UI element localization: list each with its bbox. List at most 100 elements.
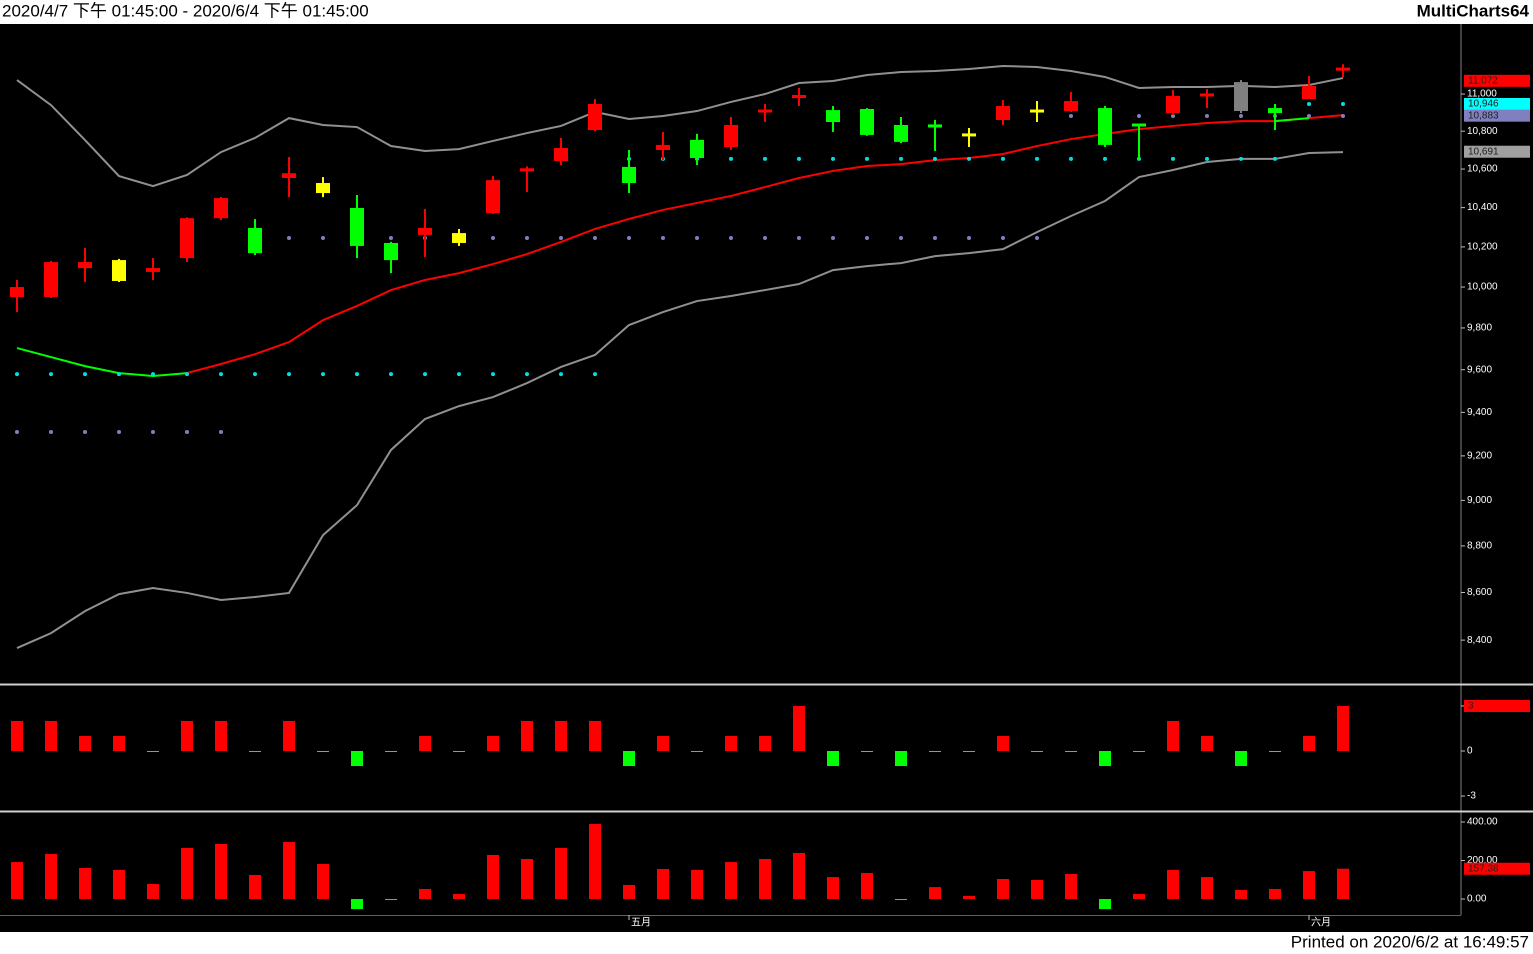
bar — [963, 895, 975, 900]
bar — [249, 874, 261, 900]
level-dot — [865, 156, 869, 161]
level-dot — [457, 372, 461, 377]
level-dot — [49, 372, 53, 377]
level-dot — [253, 372, 257, 377]
level-dot — [1205, 156, 1209, 161]
price-marker — [1464, 699, 1530, 712]
price-marker-label: 10,883 — [1468, 110, 1499, 121]
level-dot — [1307, 114, 1311, 119]
bar — [691, 751, 703, 753]
level-dot — [695, 236, 699, 241]
bar — [521, 720, 533, 752]
y-tick-label: -3 — [1467, 791, 1476, 802]
bar — [11, 720, 23, 752]
candle-body — [282, 173, 296, 179]
price-marker — [1464, 862, 1530, 875]
bar — [759, 858, 771, 900]
level-dot — [491, 236, 495, 241]
candle-body — [758, 109, 772, 113]
candle-body — [350, 207, 364, 246]
y-tick-label: 0.00 — [1467, 894, 1487, 905]
level-dot — [763, 156, 767, 161]
y-tick-label: 200.00 — [1467, 855, 1498, 866]
bar — [1235, 889, 1247, 900]
level-dot — [1035, 156, 1039, 161]
bar — [657, 735, 669, 752]
candle-body — [1132, 123, 1146, 127]
level-dot — [1069, 114, 1073, 119]
candle-body — [1336, 67, 1350, 71]
bar — [351, 899, 363, 910]
bar — [997, 735, 1009, 752]
candle-body — [690, 139, 704, 158]
candle-body — [894, 125, 908, 142]
level-dot — [559, 372, 563, 377]
candle-body — [1098, 108, 1112, 145]
candle-body — [996, 106, 1010, 120]
y-tick-label: 9,200 — [1467, 451, 1492, 462]
level-dot — [1171, 156, 1175, 161]
overlay-line — [16, 151, 1344, 650]
candle-body — [1268, 108, 1282, 114]
y-tick-label: 10,400 — [1467, 202, 1498, 213]
bar — [79, 868, 91, 900]
y-tick-label: 9,800 — [1467, 323, 1492, 334]
level-dot — [1341, 101, 1345, 106]
bar — [11, 862, 23, 900]
bar — [1337, 705, 1349, 752]
level-dot — [1103, 156, 1107, 161]
candle-body — [146, 268, 160, 272]
level-dot — [593, 372, 597, 377]
bar — [1133, 894, 1145, 900]
bar — [589, 823, 601, 900]
bar — [181, 848, 193, 900]
level-dot — [1069, 156, 1073, 161]
bar — [1303, 871, 1315, 900]
bar — [317, 751, 329, 753]
level-dot — [389, 372, 393, 377]
bar — [793, 705, 805, 752]
price-marker — [1464, 109, 1530, 122]
y-tick-label: 10,800 — [1467, 126, 1498, 137]
price-marker-label: 11,072 — [1468, 75, 1498, 86]
level-dot — [1239, 156, 1243, 161]
candle-body — [792, 94, 806, 99]
price-marker — [1464, 74, 1530, 87]
candle-body — [112, 260, 126, 281]
level-dot — [559, 236, 563, 241]
level-dot — [1239, 114, 1243, 119]
candle-body — [1302, 85, 1316, 99]
bar — [113, 735, 125, 752]
y-tick-label: 8,800 — [1467, 541, 1492, 552]
y-tick-label: 10,600 — [1467, 164, 1498, 175]
level-dot — [831, 236, 835, 241]
level-dot — [661, 236, 665, 241]
candle-body — [452, 233, 466, 243]
bar — [1201, 735, 1213, 752]
candle-body — [622, 166, 636, 184]
bar — [963, 751, 975, 753]
level-dot — [117, 430, 121, 435]
bar — [283, 842, 295, 900]
candle-body — [214, 198, 228, 219]
level-dot — [219, 372, 223, 377]
candle-body — [962, 133, 976, 137]
level-dot — [797, 156, 801, 161]
level-dot — [1341, 114, 1345, 119]
app-name: MultiCharts64 — [1417, 1, 1530, 20]
level-dot — [49, 430, 53, 435]
bar — [147, 751, 159, 753]
level-dot — [355, 372, 359, 377]
candle-body — [180, 218, 194, 259]
level-dot — [15, 372, 19, 377]
bar — [215, 843, 227, 900]
level-dot — [15, 430, 19, 435]
y-tick-label: 9,400 — [1467, 407, 1492, 418]
bar — [1167, 720, 1179, 752]
level-dot — [321, 372, 325, 377]
price-marker-label: 10,691 — [1468, 146, 1499, 157]
level-dot — [117, 372, 121, 377]
bar — [759, 735, 771, 752]
bar — [453, 751, 465, 753]
